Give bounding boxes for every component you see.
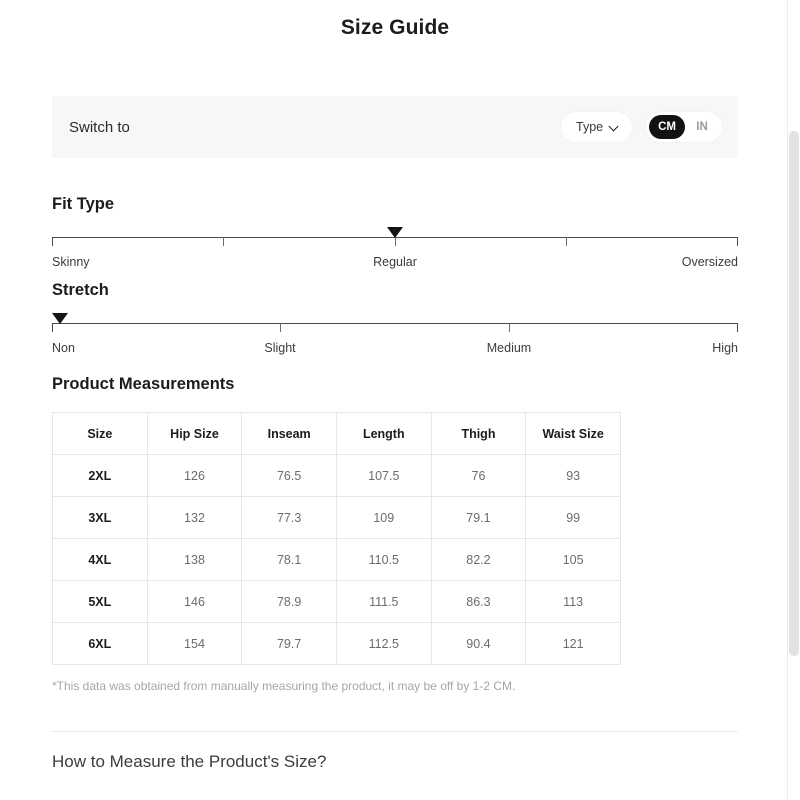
fit-type-tick-1 [223,237,224,246]
fit-type-scale[interactable] [52,225,738,263]
section-divider [52,731,738,732]
cell-thigh: 90.4 [430,622,527,665]
cell-hip: 154 [146,622,243,665]
type-dropdown-value: Type [576,120,604,134]
measurements-table-wrap: Size Hip Size Inseam Length Thigh Waist … [52,412,621,665]
cell-hip: 132 [146,496,243,539]
fit-type-tick-4 [737,237,738,246]
cell-length: 107.5 [335,454,432,497]
cell-size: 2XL [52,454,148,497]
cell-waist: 93 [525,454,621,497]
product-measurements-title: Product Measurements [52,375,235,393]
cell-length: 109 [335,496,432,539]
fit-type-label-regular: Regular [373,255,417,269]
stretch-scale-line [52,323,738,324]
switch-to-bar: Switch to Type CM IN [52,96,738,158]
table-header-row: Size Hip Size Inseam Length Thigh Waist … [52,412,621,455]
cell-waist: 105 [525,538,621,581]
fit-type-labels: Skinny Regular Oversized [52,255,738,271]
switch-controls: Type CM IN [561,112,722,142]
stretch-marker [52,313,68,324]
scroll-rail [787,0,788,800]
stretch-tick-1 [280,323,281,332]
cell-length: 112.5 [335,622,432,665]
cell-hip: 146 [146,580,243,623]
fit-type-label-skinny: Skinny [52,255,90,269]
cell-thigh: 82.2 [430,538,527,581]
col-header-length: Length [335,412,432,455]
cell-size: 4XL [52,538,148,581]
stretch-tick-3 [737,323,738,332]
col-header-waist-size: Waist Size [525,412,621,455]
stretch-label-high: High [712,341,738,355]
cell-length: 110.5 [335,538,432,581]
cell-inseam: 77.3 [241,496,337,539]
cell-size: 3XL [52,496,148,539]
cell-inseam: 79.7 [241,622,337,665]
fit-type-marker [387,227,403,238]
scrollbar-thumb[interactable] [789,131,799,656]
stretch-tick-2 [509,323,510,332]
page-title: Size Guide [340,16,450,39]
cell-thigh: 79.1 [430,496,527,539]
fit-type-tick-2 [395,237,396,246]
table-row: 6XL 154 79.7 112.5 90.4 121 [52,622,621,665]
fit-type-tick-0 [52,237,53,246]
stretch-label-medium: Medium [486,341,532,355]
stretch-scale[interactable] [52,311,738,349]
stretch-label-non: Non [52,341,75,355]
unit-option-in[interactable]: IN [696,121,708,133]
stretch-label-slight: Slight [264,341,296,355]
table-row: 3XL 132 77.3 109 79.1 99 [52,496,621,539]
cell-size: 5XL [52,580,148,623]
col-header-thigh: Thigh [430,412,527,455]
col-header-inseam: Inseam [241,412,337,455]
measurement-note: *This data was obtained from manually me… [52,679,516,693]
switch-to-label: Switch to [69,118,130,136]
cell-thigh: 86.3 [430,580,527,623]
measurements-table: Size Hip Size Inseam Length Thigh Waist … [52,412,621,665]
type-dropdown[interactable]: Type [561,112,633,142]
how-to-measure-heading: How to Measure the Product's Size? [52,752,327,771]
cell-inseam: 78.1 [241,538,337,581]
table-row: 4XL 138 78.1 110.5 82.2 105 [52,538,621,581]
cell-hip: 126 [146,454,243,497]
cell-thigh: 76 [430,454,527,497]
cell-size: 6XL [52,622,148,665]
col-header-hip-size: Hip Size [146,412,243,455]
chevron-down-icon [610,123,619,132]
unit-toggle[interactable]: CM IN [646,112,722,142]
cell-waist: 99 [525,496,621,539]
fit-type-title: Fit Type [52,195,115,213]
stretch-labels: Non Slight Medium High [52,341,738,357]
fit-type-tick-3 [566,237,567,246]
fit-type-label-oversized: Oversized [681,255,738,269]
col-header-size: Size [52,412,148,455]
cell-inseam: 78.9 [241,580,337,623]
cell-inseam: 76.5 [241,454,337,497]
cell-hip: 138 [146,538,243,581]
table-row: 5XL 146 78.9 111.5 86.3 113 [52,580,621,623]
unit-option-cm[interactable]: CM [649,115,685,139]
stretch-tick-0 [52,323,53,332]
cell-length: 111.5 [335,580,432,623]
table-row: 2XL 126 76.5 107.5 76 93 [52,454,621,497]
cell-waist: 121 [525,622,621,665]
cell-waist: 113 [525,580,621,623]
stretch-title: Stretch [52,281,109,299]
